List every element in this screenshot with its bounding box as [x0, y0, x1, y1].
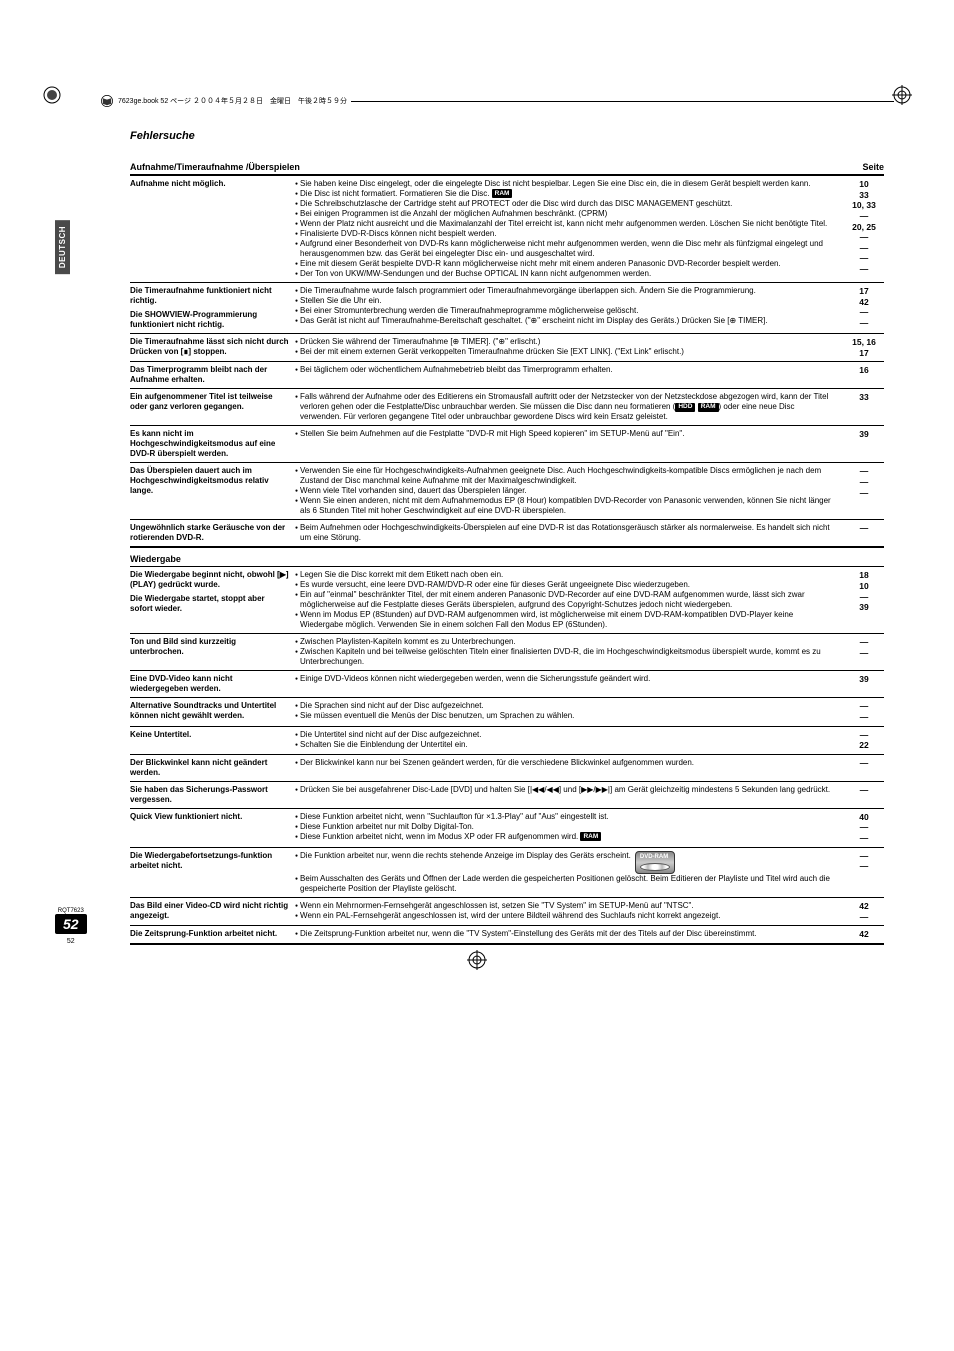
solution-cell: Legen Sie die Disc korrekt mit dem Etike… [295, 570, 844, 630]
problem-cell: Sie haben das Sicherungs-Passwort verges… [130, 785, 295, 805]
solution-cell: Beim Aufnehmen oder Hochgeschwindigkeits… [295, 523, 844, 543]
table-row: Die Timeraufnahme lässt sich nicht durch… [130, 334, 884, 362]
page-cell: — [844, 758, 884, 778]
solution-cell: Sie haben keine Disc eingelegt, oder die… [295, 179, 844, 279]
solution-cell: Drücken Sie während der Timeraufnahme [⊕… [295, 337, 844, 358]
problem-cell: Die Timeraufnahme lässt sich nicht durch… [130, 337, 295, 358]
problem-cell: Quick View funktioniert nicht. [130, 812, 295, 844]
page-cell: 16 [844, 365, 884, 385]
solution-cell: Der Blickwinkel kann nur bei Szenen geän… [295, 758, 844, 778]
page-cell: 103310, 33—20, 25———— [844, 179, 884, 279]
reg-mark-icon [42, 85, 62, 105]
problem-cell: Das Überspielen dauert auch im Hochgesch… [130, 466, 295, 516]
problem-cell: Die Wiedergabefortsetzungs-funktion arbe… [130, 851, 295, 895]
table-row: Ton und Bild sind kurzzeitig unterbroche… [130, 634, 884, 671]
solution-cell: Zwischen Playlisten-Kapiteln kommt es zu… [295, 637, 844, 667]
table-row: Das Überspielen dauert auch im Hochgesch… [130, 463, 884, 520]
table-row: Das Bild einer Video-CD wird nicht richt… [130, 898, 884, 926]
rqt-code: RQT7623 [55, 908, 87, 914]
table-row: Alternative Soundtracks und Untertitel k… [130, 698, 884, 726]
page-cell: — [844, 785, 884, 805]
page-cell: 33 [844, 392, 884, 422]
problem-cell: Ungewöhnlich starke Geräusche von der ro… [130, 523, 295, 543]
page-cell: 42 [844, 929, 884, 940]
page-number-small: 52 [55, 938, 87, 945]
page-number-large: 52 [55, 914, 87, 934]
page-cell: 1810—39 [844, 570, 884, 630]
page-cell: 39 [844, 674, 884, 694]
page-title: Fehlersuche [130, 130, 884, 142]
language-tab: DEUTSCH [55, 220, 70, 274]
page-cell: ——— [844, 466, 884, 516]
solution-cell: Die Funktion arbeitet nur, wenn die rech… [295, 851, 844, 895]
page-cell: —— [844, 851, 884, 895]
solution-cell: Falls während der Aufnahme oder des Edit… [295, 392, 844, 422]
table-row: Der Blickwinkel kann nicht geändert werd… [130, 755, 884, 782]
solution-cell: Die Untertitel sind nicht auf der Disc a… [295, 730, 844, 751]
problem-cell: Ein aufgenommener Titel ist teilweise od… [130, 392, 295, 422]
reg-mark-icon [467, 950, 487, 970]
page-cell: —22 [844, 730, 884, 751]
problem-cell: Die Timeraufnahme funktioniert nicht ric… [130, 286, 295, 330]
dvd-ram-badge-icon: DVD-RAM [635, 851, 675, 875]
table-row: Aufnahme nicht möglich.Sie haben keine D… [130, 176, 884, 283]
table-row: Die Zeitsprung-Funktion arbeitet nicht.D… [130, 926, 884, 945]
problem-cell: Das Timerprogramm bleibt nach der Aufnah… [130, 365, 295, 385]
solution-cell: Verwenden Sie eine für Hochgeschwindigke… [295, 466, 844, 516]
solution-cell: Diese Funktion arbeitet nicht, wenn "Suc… [295, 812, 844, 844]
table-row: Ungewöhnlich starke Geräusche von der ro… [130, 520, 884, 548]
solution-cell: Stellen Sie beim Aufnehmen auf die Festp… [295, 429, 844, 459]
solution-cell: Die Timeraufnahme wurde falsch programmi… [295, 286, 844, 330]
table-row: Die Timeraufnahme funktioniert nicht ric… [130, 283, 884, 334]
reg-mark-icon [892, 85, 912, 105]
problem-cell: Die Wiedergabe beginnt nicht, obwohl [▶]… [130, 570, 295, 630]
table-row: Die Wiedergabefortsetzungs-funktion arbe… [130, 848, 884, 899]
table-row: Keine Untertitel.Die Untertitel sind nic… [130, 727, 884, 755]
book-icon [100, 94, 114, 108]
table-row: Die Wiedergabe beginnt nicht, obwohl [▶]… [130, 567, 884, 634]
solution-cell: Einige DVD-Videos können nicht wiedergeg… [295, 674, 844, 694]
table-row: Eine DVD-Video kann nicht wiedergegeben … [130, 671, 884, 698]
page-cell: 39 [844, 429, 884, 459]
solution-cell: Wenn ein Mehrnormen-Fernsehgerät angesch… [295, 901, 844, 922]
table-row: Sie haben das Sicherungs-Passwort verges… [130, 782, 884, 809]
table-row: Es kann nicht im Hochgeschwindigkeitsmod… [130, 426, 884, 463]
problem-cell: Es kann nicht im Hochgeschwindigkeitsmod… [130, 429, 295, 459]
table-header: Aufnahme/Timeraufnahme /Überspielen Seit… [130, 162, 884, 176]
page-cell: 42— [844, 901, 884, 922]
page-cell: —— [844, 701, 884, 722]
problem-cell: Keine Untertitel. [130, 730, 295, 751]
page-cell: 15, 1617 [844, 337, 884, 358]
page-cell: 40—— [844, 812, 884, 844]
problem-cell: Der Blickwinkel kann nicht geändert werd… [130, 758, 295, 778]
table-subheader: Wiedergabe [130, 552, 884, 567]
problem-cell: Ton und Bild sind kurzzeitig unterbroche… [130, 637, 295, 667]
table-header-page: Seite [862, 162, 884, 172]
table-row: Quick View funktioniert nicht.Diese Funk… [130, 809, 884, 848]
problem-cell: Alternative Soundtracks und Untertitel k… [130, 701, 295, 722]
solution-cell: Die Sprachen sind nicht auf der Disc auf… [295, 701, 844, 722]
header-text: 7623ge.book 52 ページ ２００４年５月２８日 金曜日 午後２時５９… [114, 96, 351, 106]
solution-cell: Bei täglichem oder wöchentlichem Aufnahm… [295, 365, 844, 385]
problem-cell: Die Zeitsprung-Funktion arbeitet nicht. [130, 929, 295, 940]
solution-cell: Drücken Sie bei ausgefahrener Disc-Lade … [295, 785, 844, 805]
solution-cell: Die Zeitsprung-Funktion arbeitet nur, we… [295, 929, 844, 940]
table-header-left: Aufnahme/Timeraufnahme /Überspielen [130, 162, 300, 172]
table-row: Ein aufgenommener Titel ist teilweise od… [130, 389, 884, 426]
page-cell: — [844, 523, 884, 543]
page-number-block: RQT7623 52 52 [55, 908, 87, 945]
header-bar: 7623ge.book 52 ページ ２００４年５月２８日 金曜日 午後２時５９… [100, 95, 894, 107]
problem-cell: Das Bild einer Video-CD wird nicht richt… [130, 901, 295, 922]
page-cell: 1742—— [844, 286, 884, 330]
problem-cell: Aufnahme nicht möglich. [130, 179, 295, 279]
problem-cell: Eine DVD-Video kann nicht wiedergegeben … [130, 674, 295, 694]
table-row: Das Timerprogramm bleibt nach der Aufnah… [130, 362, 884, 389]
page-cell: —— [844, 637, 884, 667]
